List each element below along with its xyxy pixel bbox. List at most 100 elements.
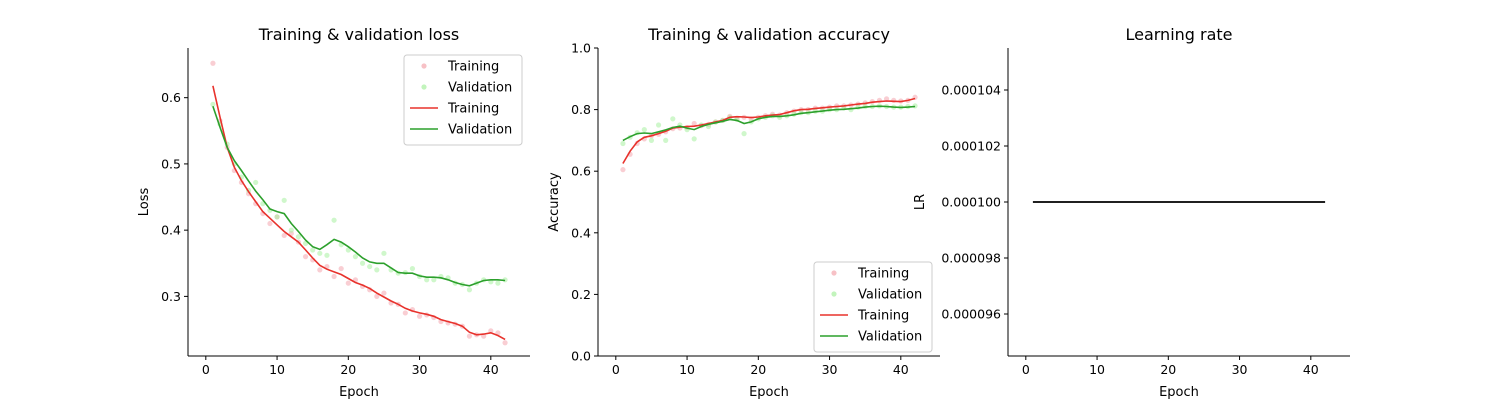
data-point [648,137,655,143]
x-tick-label: 10 [1089,362,1105,377]
y-tick-label: 0.0 [571,349,591,364]
data-point [324,252,330,258]
legend-label: Validation [448,123,512,138]
x-tick-label: 40 [483,362,499,377]
y-tick-label: 0.000100 [941,195,1001,210]
data-point [424,277,430,283]
x-tick-label: 30 [822,362,838,377]
series-2 [620,103,918,147]
data-point [655,122,662,128]
data-point [466,333,473,339]
data-point [466,287,473,293]
legend-label: Validation [448,81,512,96]
y-tick-label: 0.000104 [941,83,1001,98]
data-point [352,254,359,260]
data-point [281,197,287,203]
data-point [210,101,216,107]
y-tick-label: 0.000102 [941,139,1001,154]
chart-3: 0 10 20 30 40 0.000096 0.000098 0.000100 0.00010… [913,25,1350,400]
x-tick-label: 0 [612,362,620,377]
series-4 [212,106,506,287]
data-point [317,250,323,256]
data-point [381,250,387,256]
chart-title: Training & validation accuracy [647,25,890,44]
legend-marker [421,84,427,90]
data-point [267,220,273,227]
data-point [620,167,626,173]
chart-2: 0 10 20 30 40 0.0 0.2 0.4 0.6 0.8 1.0 Training & va… [547,25,940,400]
data-point [374,267,380,273]
data-point [288,227,294,233]
data-point [310,247,316,253]
legend-label: Training [447,102,499,117]
data-point [502,340,508,346]
x-tick-label: 20 [340,362,356,377]
chart-1: 0 10 20 30 40 0.3 0.4 0.5 0.6 Training & validati… [137,25,530,400]
y-tick-label: 0.000096 [941,307,1001,322]
y-tick-label: 0.5 [161,156,181,171]
data-point [883,96,890,102]
data-point [495,330,501,336]
data-point [495,280,501,286]
x-tick-label: 40 [1303,362,1319,377]
data-point [253,179,259,186]
legend: Training Validation Training Validation [403,54,523,146]
data-point [345,280,351,286]
data-point [374,293,380,299]
data-point [670,116,676,122]
data-point [331,217,337,223]
legend-marker [421,63,427,69]
y-tick-label: 0.6 [161,90,181,105]
data-point [274,214,280,220]
x-axis-label: Epoch [749,385,789,400]
y-tick-label: 1.0 [571,41,591,56]
legend-box [403,54,523,146]
chart-title: Learning rate [1125,25,1232,44]
data-point [620,140,626,147]
data-point [691,120,697,127]
series-line [622,105,916,142]
data-point [402,310,408,316]
legend-label: Validation [858,330,922,345]
y-tick-label: 0.3 [161,289,181,304]
legend-label: Validation [858,288,922,303]
data-point [488,328,494,334]
legend-box [813,261,933,353]
y-axis-label: Accuracy [547,172,562,232]
y-tick-label: 0.4 [571,225,591,240]
data-point [891,97,897,103]
data-point [367,263,373,270]
x-axis-label: Epoch [339,385,379,400]
y-tick-label: 0.4 [161,223,181,238]
data-point [663,137,669,143]
y-tick-label: 0.6 [571,164,591,179]
x-tick-label: 0 [202,362,210,377]
data-point [317,267,323,273]
data-point [431,277,437,283]
data-point [302,254,309,260]
y-tick-label: 0.2 [571,287,591,302]
x-tick-label: 10 [679,362,695,377]
x-tick-label: 30 [1232,362,1248,377]
x-axis-label: Epoch [1159,385,1199,400]
legend: Training Validation Training Validation [813,261,933,353]
x-tick-label: 20 [1160,362,1176,377]
data-point [416,313,423,319]
legend-label: Training [857,267,909,282]
series-line [212,85,506,341]
data-point [691,136,697,142]
y-axis-label: LR [913,194,928,210]
x-tick-label: 30 [412,362,428,377]
data-point [295,234,302,240]
legend-label: Training [857,309,909,324]
data-point [331,273,337,280]
legend-label: Training [447,60,499,75]
data-point [409,265,416,272]
data-point [381,290,387,296]
legend-marker [831,291,837,297]
series-3 [212,85,506,341]
x-tick-label: 0 [1022,362,1030,377]
x-tick-label: 10 [269,362,285,377]
y-tick-label: 0.000098 [941,251,1001,266]
chart-title: Training & validation loss [258,25,460,44]
